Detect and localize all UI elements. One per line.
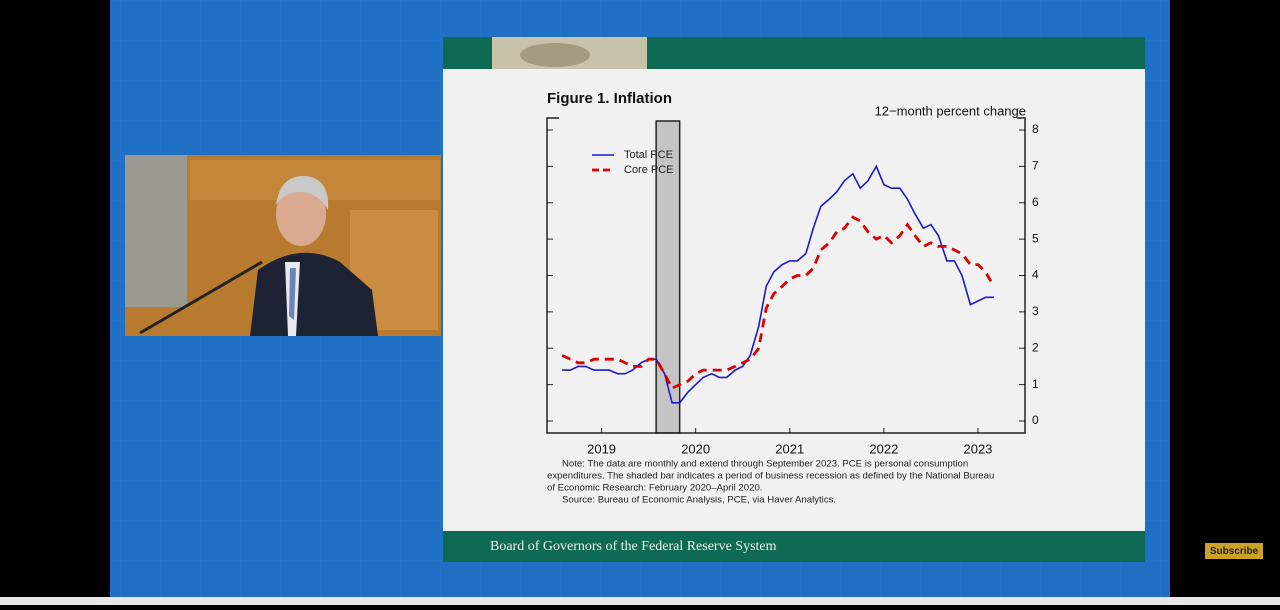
x-tick-label: 2021 — [775, 441, 804, 456]
seal-emblem — [520, 43, 590, 67]
y-tick-label: 5 — [1032, 231, 1039, 245]
slide-footer: Board of Governors of the Federal Reserv… — [490, 539, 777, 554]
slide — [443, 37, 1145, 562]
y-tick-label: 3 — [1032, 304, 1039, 318]
x-tick-label: 2023 — [963, 441, 992, 456]
x-tick-label: 2022 — [869, 441, 898, 456]
y-tick-label: 7 — [1032, 159, 1039, 173]
series-line — [562, 164, 994, 404]
note-line: of Economic Research: February 2020–Apri… — [547, 483, 762, 494]
y-tick-label: 2 — [1032, 340, 1039, 354]
y-tick-label: 6 — [1032, 195, 1039, 209]
note-line: Source: Bureau of Economic Analysis, PCE… — [562, 495, 836, 506]
chart-title: Figure 1. Inflation — [547, 90, 672, 107]
slide-footer-bar — [443, 531, 1145, 562]
y-tick-label: 8 — [1032, 122, 1039, 136]
y-tick-label: 1 — [1032, 377, 1039, 391]
bottom-strip — [0, 597, 1280, 605]
legend-label: Core PCE — [624, 164, 674, 176]
subscribe-button[interactable] — [1205, 543, 1263, 559]
video-inset — [125, 155, 441, 336]
y-tick-label: 0 — [1032, 413, 1039, 427]
y-axis-label: 12−month percent change — [875, 103, 1026, 118]
note-line: Note: The data are monthly and extend th… — [562, 459, 968, 470]
x-tick-label: 2019 — [587, 441, 616, 456]
series-line — [561, 215, 996, 391]
legend-label: Total PCE — [624, 149, 673, 161]
x-tick-label: 2020 — [681, 441, 710, 456]
axis-frame — [546, 117, 1026, 434]
subscribe-label[interactable]: Subscribe — [1210, 546, 1259, 557]
note-line: expenditures. The shaded bar indicates a… — [547, 471, 994, 482]
y-tick-label: 4 — [1032, 268, 1039, 282]
